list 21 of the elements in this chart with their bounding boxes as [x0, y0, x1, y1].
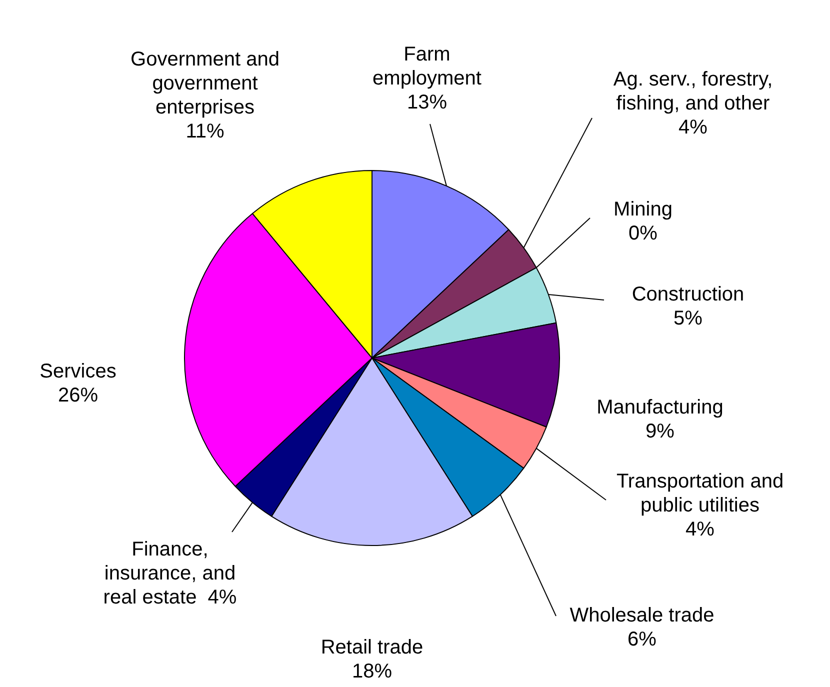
- slice-label: Manufacturing: [596, 396, 724, 419]
- slice-label: Government and government enterprises: [130, 48, 280, 119]
- slice-label: Ag. serv., forestry, fishing, and other: [613, 68, 773, 115]
- category-label: Mining: [614, 198, 672, 221]
- data-label: 18%: [352, 660, 392, 683]
- data-label: 26%: [58, 384, 98, 407]
- slice-label: Farm employment: [372, 44, 482, 90]
- data-label: 4%: [678, 116, 708, 139]
- data-label: 5%: [674, 308, 703, 330]
- legend-label: Construction: [632, 284, 744, 306]
- data-label: 9%: [646, 420, 675, 443]
- slice-label: Finance, insurance, and real estate 4%: [103, 538, 237, 609]
- slice-label: Services: [40, 360, 116, 383]
- data-label: 13%: [406, 92, 448, 114]
- data-label: 11%: [186, 120, 224, 143]
- data-label: 4%: [686, 518, 715, 541]
- text: 0%: [628, 222, 658, 245]
- slice-label: Transportation and public utilities: [616, 470, 784, 517]
- data-label: 6%: [628, 628, 657, 651]
- slice-label: Retail trade: [320, 636, 424, 659]
- slice-label: Wholesale trade: [570, 604, 714, 627]
